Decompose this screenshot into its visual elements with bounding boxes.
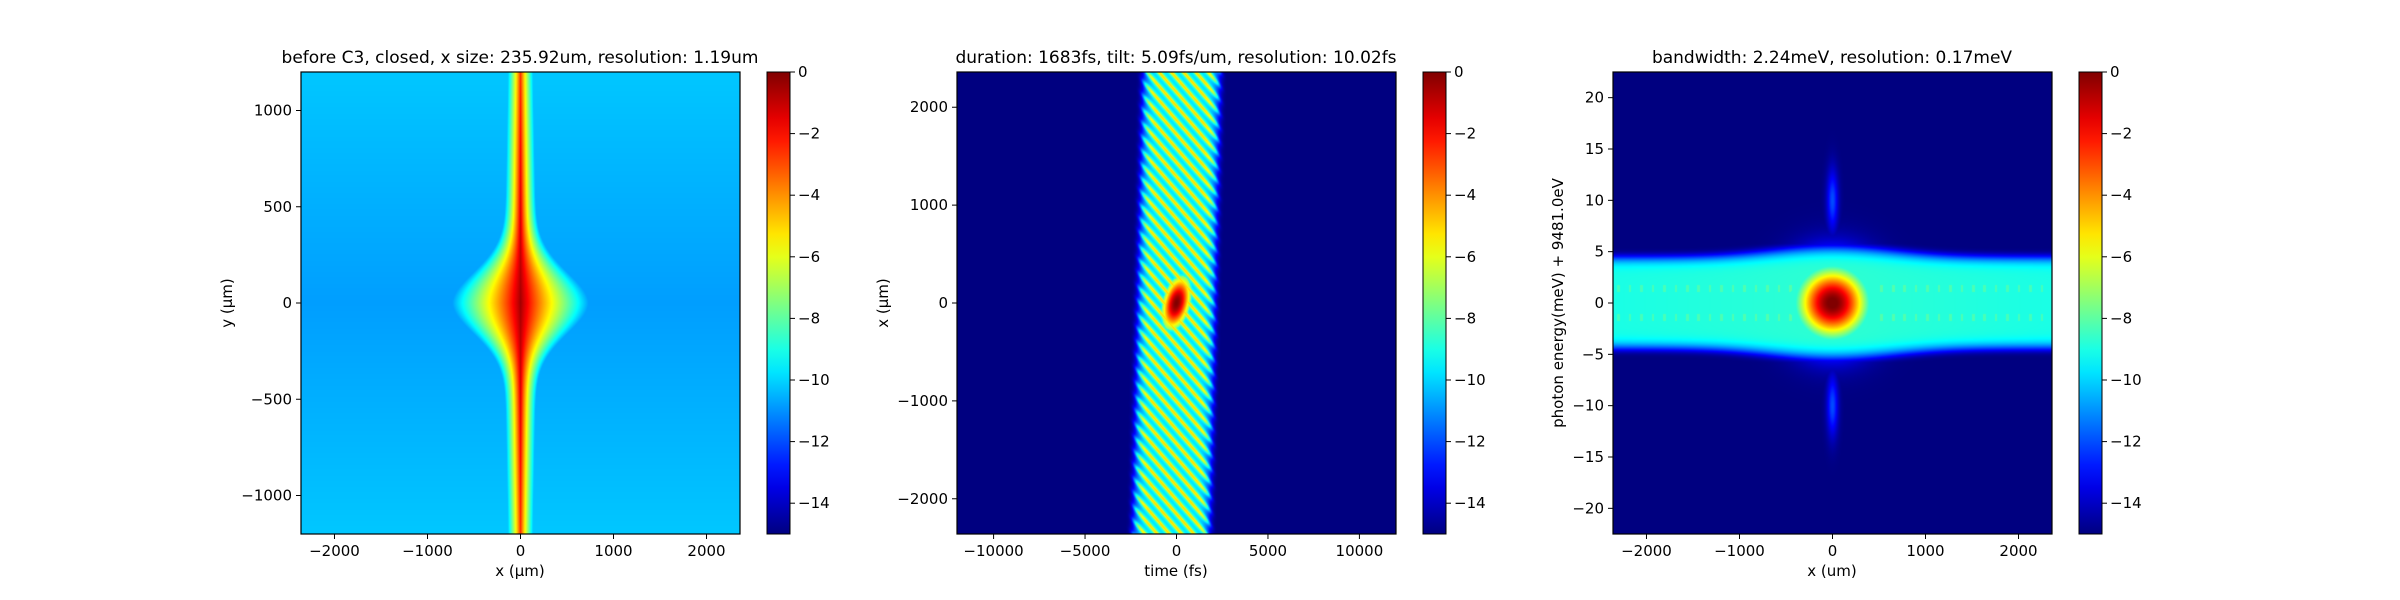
x-tick-label: 0 [516, 542, 526, 560]
y-tick-label: 1000 [910, 196, 948, 214]
colorbar-tick-label: −14 [798, 494, 830, 512]
colorbar-tick-label: −8 [2110, 309, 2132, 327]
colorbar-tick-label: −10 [798, 371, 830, 389]
colorbar-tick-label: 0 [1454, 63, 1464, 81]
x-tick-label: −2000 [309, 542, 360, 560]
panel-3-xlabel: x (um) [1807, 562, 1856, 580]
y-tick-label: 1000 [254, 102, 292, 120]
colorbar-tick-label: −4 [798, 186, 820, 204]
x-tick-label: 0 [1172, 542, 1182, 560]
y-tick-label: 0 [1594, 294, 1604, 312]
colorbar-tick-label: −2 [2110, 125, 2132, 143]
y-tick-label: −2000 [897, 490, 948, 508]
x-tick-label: 1000 [1906, 542, 1944, 560]
panel-1: before C3, closed, x size: 235.92um, res… [218, 48, 830, 580]
panel-3-title: bandwidth: 2.24meV, resolution: 0.17meV [1652, 48, 2012, 68]
y-tick-label: −15 [1572, 448, 1604, 466]
panel-1-axes: −2000 −1000 0 1000 2000 −1000 −500 0 500 1000 [241, 102, 725, 561]
colorbar-tick-label: −8 [798, 309, 820, 327]
y-tick-label: 10 [1585, 191, 1604, 209]
panel-2-title: duration: 1683fs, tilt: 5.09fs/um, resol… [955, 48, 1396, 68]
x-tick-label: 10000 [1336, 542, 1384, 560]
y-tick-label: 0 [938, 294, 948, 312]
panel-1-colorbar-ticks: 0 −2 −4 −6 −8 −10 −12 −14 [790, 63, 830, 512]
panel-1-ylabel: y (μm) [218, 278, 236, 328]
panel-3-heatmap [1613, 72, 2052, 534]
y-tick-label: 500 [263, 198, 292, 216]
y-tick-label: −500 [251, 390, 292, 408]
x-tick-label: 1000 [594, 542, 632, 560]
y-tick-label: −1000 [897, 392, 948, 410]
colorbar-tick-label: −12 [2110, 433, 2142, 451]
panel-3-axes: −2000 −1000 0 1000 2000 −20 −15 −10 −5 0 5 10 15 20 [1572, 89, 2037, 560]
x-tick-label: 2000 [1999, 542, 2037, 560]
panel-3-colorbar [2078, 71, 2103, 535]
y-tick-label: −5 [1582, 345, 1604, 363]
x-tick-label: 5000 [1249, 542, 1287, 560]
colorbar-tick-label: −6 [2110, 248, 2132, 266]
panel-2: duration: 1683fs, tilt: 5.09fs/um, resol… [874, 48, 1486, 580]
panel-3-ylabel: photon energy(meV) + 9481.0eV [1549, 177, 1567, 427]
panel-2-ylabel: x (μm) [874, 278, 892, 328]
y-tick-label: 20 [1585, 89, 1604, 107]
y-tick-label: −10 [1572, 397, 1604, 415]
panel-1-xlabel: x (μm) [495, 562, 545, 580]
colorbar-tick-label: −2 [1454, 125, 1476, 143]
panel-2-colorbar-ticks: 0 −2 −4 −6 −8 −10 −12 −14 [1446, 63, 1486, 512]
y-tick-label: 5 [1594, 243, 1604, 261]
colorbar-tick-label: −14 [1454, 494, 1486, 512]
colorbar-tick-label: −12 [798, 433, 830, 451]
panel-2-heatmap [957, 72, 1396, 534]
panel-3: bandwidth: 2.24meV, resolution: 0.17meV … [1549, 48, 2142, 580]
colorbar-tick-label: −10 [2110, 371, 2142, 389]
x-tick-label: −2000 [1621, 542, 1672, 560]
colorbar-tick-label: −8 [1454, 309, 1476, 327]
x-tick-label: 0 [1828, 542, 1838, 560]
x-tick-label: −5000 [1060, 542, 1111, 560]
colorbar-tick-label: −14 [2110, 494, 2142, 512]
panel-1-colorbar [766, 71, 791, 535]
panel-1-heatmap [301, 72, 740, 534]
y-tick-label: 2000 [910, 98, 948, 116]
colorbar-tick-label: −6 [1454, 248, 1476, 266]
panel-3-colorbar-ticks: 0 −2 −4 −6 −8 −10 −12 −14 [2102, 63, 2142, 512]
y-tick-label: −1000 [241, 487, 292, 505]
colorbar-tick-label: −4 [2110, 186, 2132, 204]
panel-1-title: before C3, closed, x size: 235.92um, res… [282, 48, 759, 68]
y-tick-label: 0 [282, 294, 292, 312]
y-tick-label: −20 [1572, 499, 1604, 517]
x-tick-label: −1000 [1714, 542, 1765, 560]
x-tick-label: −10000 [963, 542, 1023, 560]
colorbar-tick-label: −6 [798, 248, 820, 266]
colorbar-tick-label: −2 [798, 125, 820, 143]
colorbar-tick-label: 0 [798, 63, 808, 81]
colorbar-tick-label: −4 [1454, 186, 1476, 204]
colorbar-tick-label: −12 [1454, 433, 1486, 451]
x-tick-label: −1000 [402, 542, 453, 560]
y-tick-label: 15 [1585, 140, 1604, 158]
colorbar-tick-label: −10 [1454, 371, 1486, 389]
colorbar-tick-label: 0 [2110, 63, 2120, 81]
x-tick-label: 2000 [687, 542, 725, 560]
panel-2-colorbar [1422, 71, 1447, 535]
panel-2-xlabel: time (fs) [1144, 562, 1207, 580]
